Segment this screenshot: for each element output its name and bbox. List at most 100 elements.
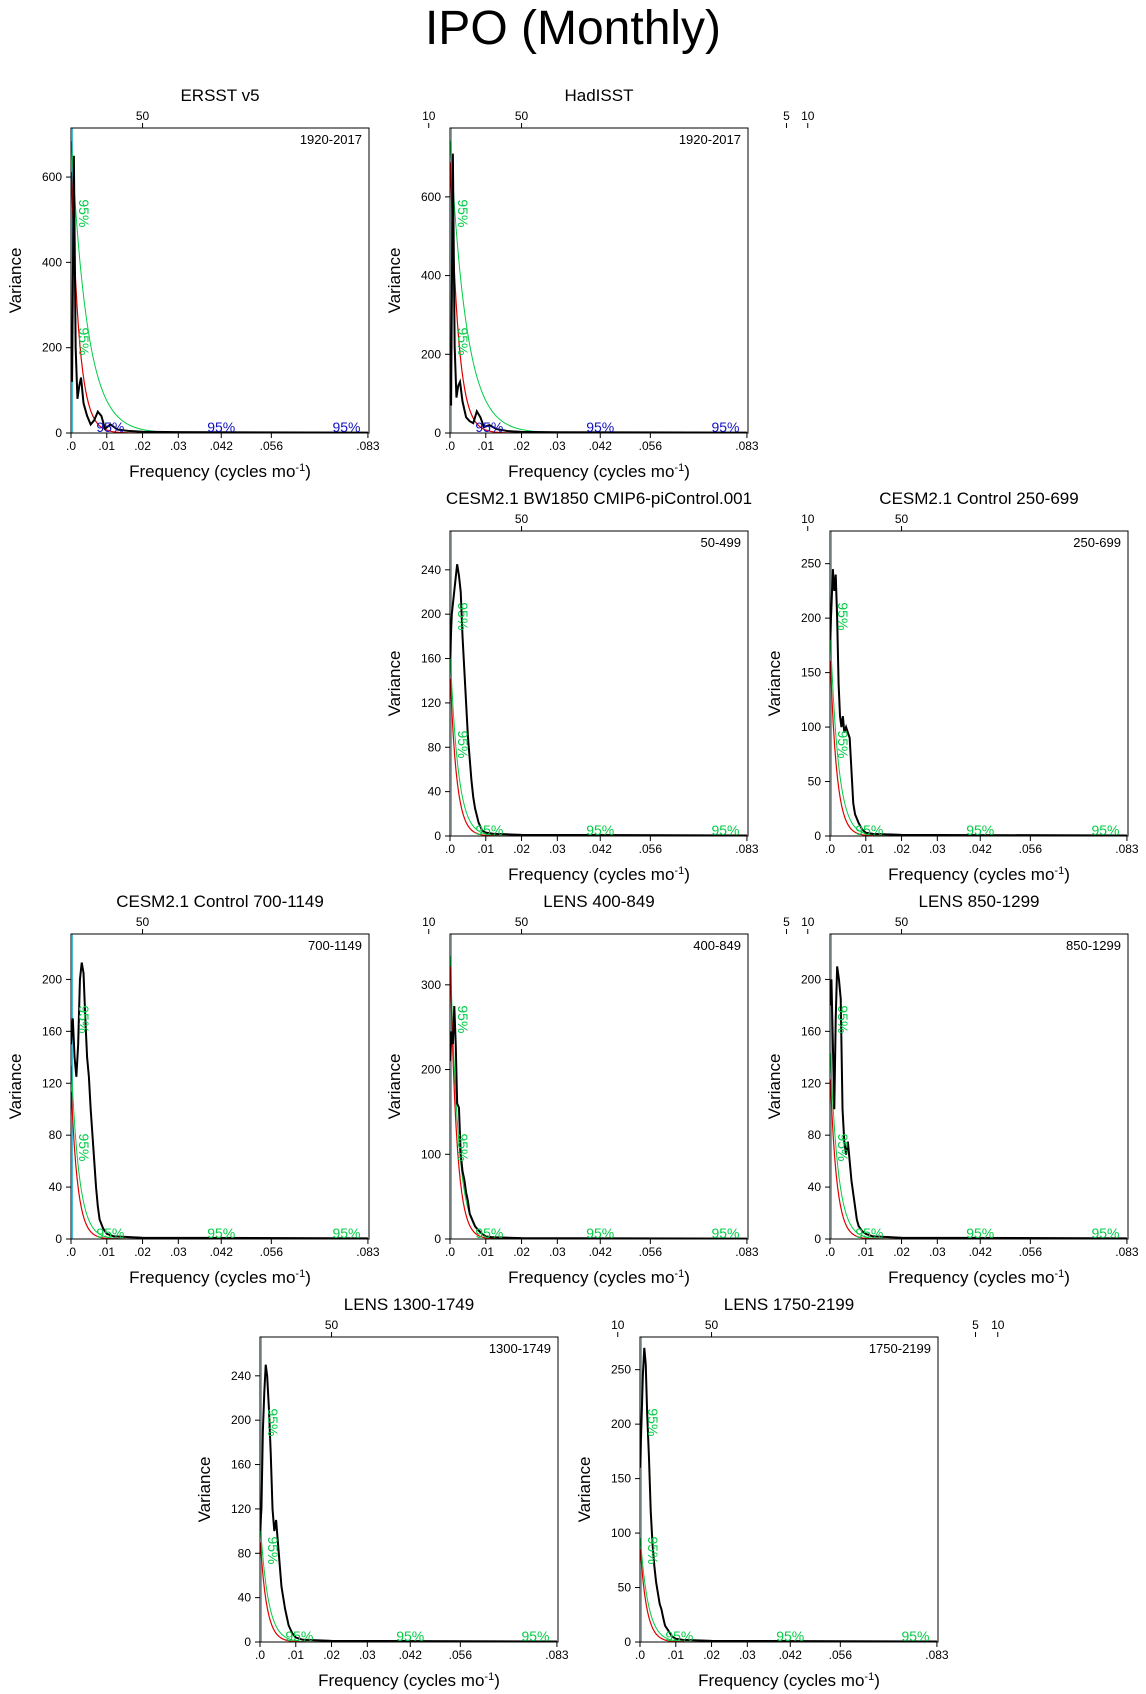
- y-tick-label: 400: [421, 269, 441, 283]
- plot-frame: [449, 933, 749, 1240]
- spectrum-line: [640, 1347, 937, 1642]
- x-axis-label: Frequency (cycles mo-1): [698, 1671, 880, 1690]
- significance-label-rotated: 95%: [265, 1536, 281, 1564]
- x-tick-label: .056: [260, 439, 284, 453]
- x-tick-label: .083: [735, 842, 759, 856]
- spectrum-line: [260, 1364, 557, 1642]
- y-tick-label: 40: [808, 1180, 822, 1194]
- y-axis-label: Variance: [385, 248, 404, 314]
- significance-label: 95%: [396, 1628, 424, 1644]
- x-tick-label: .083: [735, 1245, 759, 1259]
- x-tick-label: .03: [549, 1245, 566, 1259]
- spectrum-line: [71, 155, 368, 433]
- x-tick-label: .0: [255, 1648, 265, 1662]
- red-noise-curve: [71, 1091, 369, 1239]
- x-tick-label: .03: [739, 1648, 756, 1662]
- x-tick-label: .042: [589, 1245, 613, 1259]
- x-tick-label: .01: [477, 1245, 494, 1259]
- significance-label: 95%: [966, 822, 994, 838]
- x-tick-label: .02: [134, 1245, 151, 1259]
- significance-label: 95%: [586, 1225, 614, 1241]
- y-axis-label: Variance: [575, 1457, 594, 1523]
- chart-panel: HadISST50105321.51.0.01.02.03.042.056.08…: [385, 86, 815, 481]
- top-tick-label: 5: [783, 109, 790, 123]
- spectrum-line: [450, 1005, 747, 1239]
- significance-label-rotated: 95%: [455, 602, 471, 630]
- chart-panel: ERSST v550105321.51.0.01.02.03.042.056.0…: [6, 86, 790, 481]
- significance-label: 95%: [586, 822, 614, 838]
- x-tick-label: .042: [210, 1245, 234, 1259]
- significance-label-rotated: 95%: [76, 1133, 92, 1161]
- plot-frame: [259, 1336, 559, 1643]
- x-axis-label: Frequency (cycles mo-1): [888, 1268, 1070, 1287]
- significance-curve: [260, 1525, 558, 1642]
- x-tick-label: .042: [969, 1245, 993, 1259]
- x-tick-label: .03: [549, 842, 566, 856]
- y-tick-label: 40: [238, 1591, 252, 1605]
- y-tick-label: 40: [49, 1180, 63, 1194]
- significance-label: 95%: [711, 822, 739, 838]
- chart-panel: LENS 1750-219950105321.51.0.01.02.03.042…: [575, 1295, 1005, 1690]
- x-tick-label: .056: [639, 1245, 663, 1259]
- significance-curve: [450, 140, 748, 433]
- x-tick-label: .042: [399, 1648, 423, 1662]
- y-tick-label: 0: [55, 1232, 62, 1246]
- x-tick-label: .02: [893, 1245, 910, 1259]
- x-tick-label: .056: [1019, 1245, 1043, 1259]
- top-tick-label: 50: [895, 915, 909, 929]
- significance-label: 95%: [1091, 822, 1119, 838]
- red-noise-curve: [71, 172, 369, 433]
- x-axis-label: Frequency (cycles mo-1): [508, 865, 690, 884]
- y-tick-label: 200: [42, 341, 62, 355]
- plot-frame: [449, 530, 749, 837]
- spectrum-line: [830, 569, 1127, 836]
- x-tick-label: .02: [134, 439, 151, 453]
- spectrum-line: [450, 153, 747, 433]
- top-tick-label: 50: [325, 1318, 339, 1332]
- y-tick-label: 250: [611, 1363, 631, 1377]
- y-tick-label: 0: [55, 426, 62, 440]
- significance-label: 95%: [776, 1628, 804, 1644]
- y-tick-label: 0: [814, 1232, 821, 1246]
- chart-curves: [450, 934, 748, 1239]
- y-tick-label: 80: [238, 1546, 252, 1560]
- range-label: 700-1149: [308, 938, 362, 953]
- y-axis-label: Variance: [6, 248, 25, 314]
- x-tick-label: .0: [445, 439, 455, 453]
- range-label: 50-499: [701, 535, 741, 550]
- x-tick-label: .042: [210, 439, 234, 453]
- top-tick-label: 50: [895, 512, 909, 526]
- range-label: 1750-2199: [869, 1341, 931, 1356]
- range-label: 1920-2017: [300, 132, 362, 147]
- chart-curves: [450, 128, 748, 433]
- y-tick-label: 600: [421, 190, 441, 204]
- x-tick-label: .02: [513, 842, 530, 856]
- x-tick-label: .01: [287, 1648, 304, 1662]
- significance-curve: [830, 633, 1128, 836]
- significance-label-rotated: 95%: [835, 602, 851, 630]
- significance-label: 95%: [96, 1225, 124, 1241]
- significance-label: 95%: [207, 419, 235, 435]
- top-tick-label: 50: [136, 915, 150, 929]
- chart-title: LENS 850-1299: [919, 892, 1040, 911]
- chart-panel: CESM2.1 BW1850 CMIP6-piControl.001501053…: [385, 489, 815, 884]
- y-tick-label: 160: [421, 652, 441, 666]
- x-tick-label: .083: [735, 439, 759, 453]
- y-tick-label: 400: [42, 255, 62, 269]
- significance-label: 95%: [96, 419, 124, 435]
- significance-label: 95%: [475, 419, 503, 435]
- top-tick-label: 10: [611, 1318, 625, 1332]
- significance-label-rotated: 95%: [645, 1408, 661, 1436]
- significance-label-rotated: 95%: [76, 1005, 92, 1033]
- y-tick-label: 200: [421, 347, 441, 361]
- y-tick-label: 80: [428, 740, 442, 754]
- significance-label-rotated: 95%: [76, 199, 92, 227]
- x-tick-label: .042: [969, 842, 993, 856]
- x-tick-label: .083: [545, 1648, 569, 1662]
- range-label: 1300-1749: [489, 1341, 551, 1356]
- spectrum-line: [830, 966, 1127, 1239]
- y-tick-label: 100: [611, 1526, 631, 1540]
- y-tick-label: 160: [801, 1024, 821, 1038]
- y-tick-label: 50: [618, 1581, 632, 1595]
